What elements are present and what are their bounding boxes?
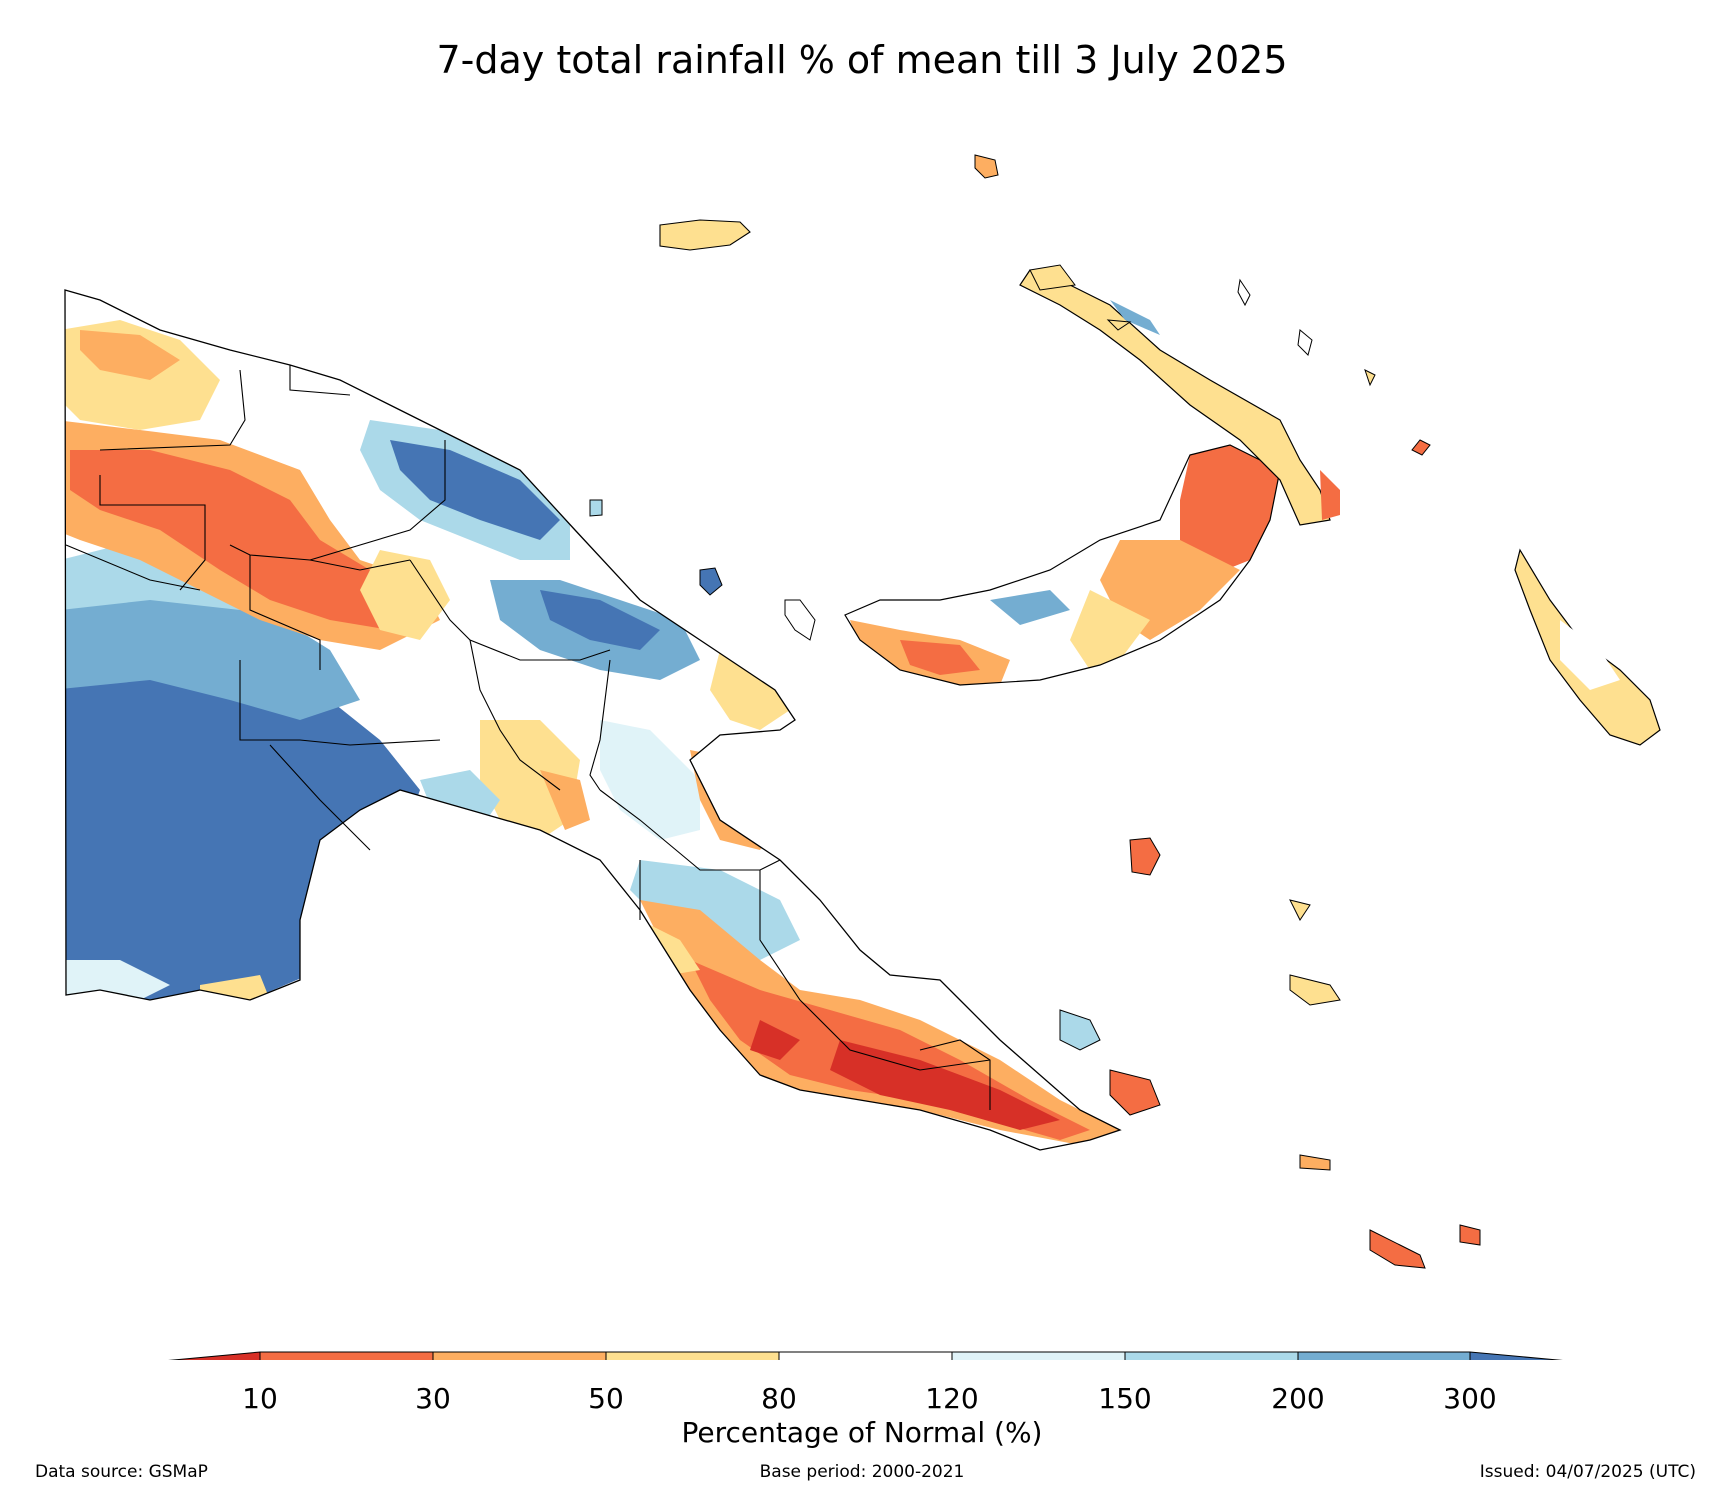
- colorbar: [168, 1351, 1563, 1360]
- issued-date: Issued: 04/07/2025 (UTC): [1479, 1462, 1696, 1482]
- mainland-shading: [65, 290, 1120, 1150]
- colorbar-bin-50-80: [605, 1351, 780, 1360]
- tick-300: 300: [1443, 1382, 1497, 1415]
- colorbar-extend-high: [1469, 1351, 1563, 1360]
- colorbar-bin-30-50: [432, 1351, 607, 1360]
- tick-50: 50: [588, 1382, 624, 1415]
- map-title: 7-day total rainfall % of mean till 3 Ju…: [436, 38, 1288, 82]
- colorbar-extend-low: [168, 1351, 261, 1360]
- new-britain-outline: [844, 444, 1281, 686]
- data-source: Data source: GSMaP: [35, 1462, 208, 1482]
- tick-80: 80: [761, 1382, 797, 1415]
- new-ireland-south-dry: [1320, 470, 1340, 520]
- mainland-outline: [64, 289, 1122, 1151]
- tick-120: 120: [925, 1382, 979, 1415]
- rainfall-map: [64, 154, 1661, 1360]
- tick-30: 30: [415, 1382, 451, 1415]
- colorbar-bin-120-150: [951, 1351, 1126, 1360]
- colorbar-bin-200-300: [1297, 1351, 1471, 1360]
- colorbar-label: Percentage of Normal (%): [681, 1416, 1043, 1449]
- tick-200: 200: [1271, 1382, 1325, 1415]
- colorbar-bin-150-200: [1124, 1351, 1299, 1360]
- small-islands: [589, 154, 1481, 1269]
- tick-150: 150: [1098, 1382, 1152, 1415]
- colorbar-bin-80-120: [778, 1351, 953, 1360]
- province-borders: [65, 365, 991, 1110]
- bougainville-normal-patch: [1560, 620, 1620, 690]
- base-period: Base period: 2000-2021: [759, 1462, 965, 1482]
- new-ireland: [1019, 269, 1331, 526]
- new-britain-shading: [845, 445, 1280, 685]
- new-ireland-wet-patch: [1110, 300, 1160, 335]
- colorbar-bin-10-30: [259, 1351, 434, 1360]
- manus-island: [659, 219, 751, 251]
- tick-10: 10: [242, 1382, 278, 1415]
